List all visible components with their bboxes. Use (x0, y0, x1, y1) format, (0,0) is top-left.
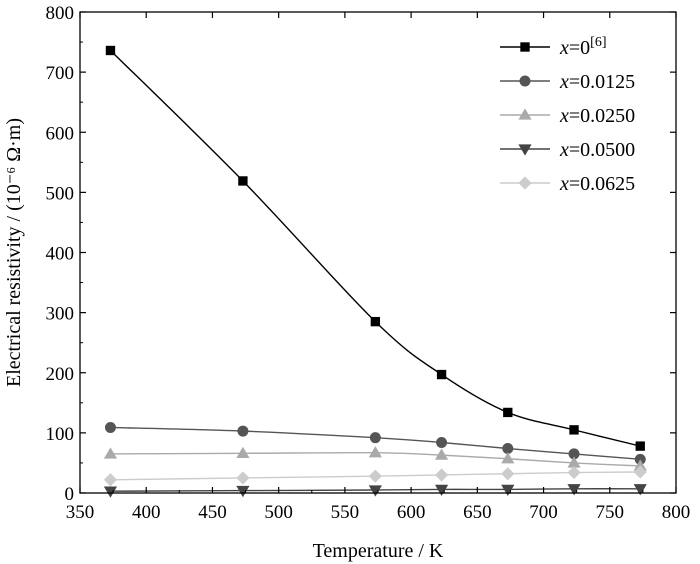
x-tick-label: 800 (662, 502, 691, 523)
legend-marker (520, 42, 530, 52)
data-point (236, 485, 250, 498)
data-point (104, 421, 116, 433)
series-1 (105, 45, 645, 451)
data-point (501, 452, 515, 464)
data-point (238, 176, 248, 186)
x-tick-label: 350 (66, 502, 95, 523)
data-point (436, 369, 447, 380)
data-point (105, 45, 116, 56)
series-3 (103, 446, 647, 471)
x-tick-label: 600 (397, 502, 426, 523)
data-point (368, 469, 382, 483)
data-point (236, 446, 250, 458)
axes: 350 400 450 500 550 600 650 700 750 800 0 100 200 300… (46, 3, 691, 523)
data-point (567, 465, 581, 480)
data-point (103, 486, 118, 498)
legend: x=0[6] x=0.0125 x=0.0250 x=0.0500 x=0.0625 (500, 35, 635, 195)
data-point (236, 471, 250, 485)
legend-marker (518, 108, 532, 120)
data-point (568, 448, 580, 460)
y-tick-label: 500 (46, 183, 75, 204)
legend-label: x=0.0625 (559, 173, 635, 195)
legend-item: x=0.0250 (500, 105, 635, 127)
x-tick-label: 500 (264, 502, 293, 523)
data-point (501, 484, 515, 496)
series-2 (104, 421, 646, 465)
data-point (434, 468, 449, 482)
data-point (502, 443, 514, 455)
legend-marker (518, 144, 532, 156)
plot-area (103, 45, 647, 498)
data-point (237, 425, 249, 437)
y-tick-label: 700 (46, 63, 75, 84)
data-point (368, 446, 382, 458)
x-tick-label: 750 (596, 502, 625, 523)
data-point (103, 473, 118, 487)
legend-label: x=0.0125 (559, 71, 635, 93)
y-axis-label: Electrical resistivity / (10⁻⁶ Ω·m) (3, 118, 25, 387)
legend-label: x=0.0500 (559, 139, 635, 161)
y-tick-label: 800 (46, 3, 75, 24)
data-point (633, 484, 647, 496)
x-tick-label: 450 (198, 502, 227, 523)
data-point (569, 425, 579, 435)
y-tick-label: 300 (46, 304, 75, 325)
legend-label: x=0[6] (559, 35, 607, 59)
x-tick-label: 700 (529, 502, 558, 523)
data-point (368, 485, 382, 497)
legend-item: x=0.0125 (500, 71, 635, 93)
y-tick-label: 200 (46, 364, 75, 385)
y-tick-label: 0 (65, 484, 75, 505)
data-point (434, 484, 449, 496)
legend-label: x=0.0250 (559, 105, 635, 127)
data-point (370, 316, 381, 327)
series-4 (103, 484, 647, 498)
data-point (633, 459, 647, 471)
x-tick-label: 400 (132, 502, 161, 523)
y-tick-label: 400 (46, 244, 75, 265)
data-point (503, 407, 513, 418)
y-tick-label: 600 (46, 123, 75, 144)
legend-item: x=0[6] (500, 35, 607, 59)
data-point (633, 465, 647, 479)
data-point (567, 484, 581, 496)
data-point (501, 467, 515, 481)
legend-marker (519, 75, 531, 87)
data-point (369, 432, 381, 444)
legend-item: x=0.0625 (500, 173, 635, 195)
x-tick-label: 650 (463, 502, 492, 523)
data-point (635, 441, 645, 451)
series-5 (103, 465, 647, 487)
data-point (103, 447, 118, 459)
data-point (634, 453, 646, 465)
data-point (434, 448, 449, 460)
data-point (436, 436, 448, 448)
legend-item: x=0.0500 (500, 139, 635, 161)
series-line (109, 49, 641, 447)
data-point (567, 456, 581, 468)
x-axis-label: Temperature / K (313, 540, 444, 562)
y-tick-label: 100 (46, 424, 75, 445)
x-tick-label: 550 (331, 502, 360, 523)
legend-marker (518, 176, 532, 190)
